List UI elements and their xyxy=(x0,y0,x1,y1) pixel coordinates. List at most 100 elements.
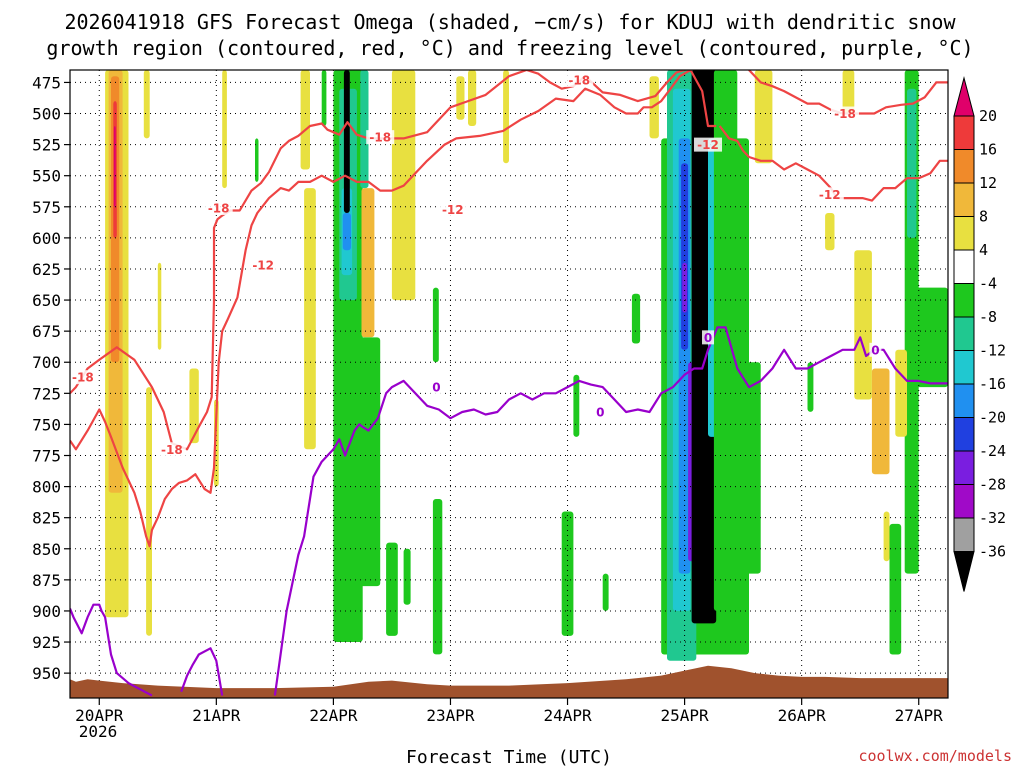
y-tick-label: 825 xyxy=(32,509,61,528)
y-tick-label: 875 xyxy=(32,571,61,590)
y-tick-label: 525 xyxy=(32,136,61,155)
contour-label: -18 xyxy=(208,202,230,216)
contour-label-bg xyxy=(249,258,278,273)
plot-area xyxy=(70,70,948,698)
credit-text: coolwx.com/models xyxy=(858,747,1012,765)
omega-patch xyxy=(889,523,902,655)
colorbar-swatch xyxy=(953,417,975,452)
omega-patch xyxy=(907,88,917,238)
colorbar-label: -12 xyxy=(979,342,1006,360)
x-year-label: 2026 xyxy=(79,722,118,741)
omega-patch xyxy=(143,70,150,139)
colorbar-label: -8 xyxy=(979,308,997,326)
colorbar-swatch xyxy=(953,149,975,184)
contour-label: -18 xyxy=(369,131,391,145)
contour-label: 0 xyxy=(596,405,604,419)
y-tick-label: 900 xyxy=(32,602,61,621)
omega-patch xyxy=(912,287,948,388)
y-tick-label: 650 xyxy=(32,291,61,310)
y-tick-label: 800 xyxy=(32,478,61,497)
omega-patch xyxy=(113,126,116,207)
colorbar-label: 8 xyxy=(979,208,988,226)
freezing-level-line xyxy=(180,647,224,696)
omega-patch xyxy=(807,362,814,412)
omega-patch xyxy=(854,250,872,400)
omega-patch xyxy=(561,511,574,636)
chart-title-line-2: growth region (contoured, red, °C) and f… xyxy=(46,36,973,60)
y-axis: 475 500 525 550 575 600 625 650 675 700 725 750 775 8… xyxy=(32,73,70,683)
x-axis-label: Forecast Time (UTC) xyxy=(406,747,612,768)
contour-label-bg xyxy=(594,404,607,419)
y-tick-label: 675 xyxy=(32,322,61,341)
contour-label: 0 xyxy=(704,331,712,345)
y-tick-label: 925 xyxy=(32,633,61,652)
x-tick-label: 26APR xyxy=(778,706,827,725)
colorbar-label: 4 xyxy=(979,241,988,259)
x-tick-label: 23APR xyxy=(426,706,475,725)
contour-label: -18 xyxy=(568,73,590,87)
colorbar-label: -16 xyxy=(979,375,1006,393)
x-axis: 20APR 21APR 22APR 23APR 24APR 25APR 26APR 27APR xyxy=(75,698,943,725)
omega-patch xyxy=(361,188,375,338)
contour-label-bg xyxy=(204,201,233,216)
omega-patch xyxy=(602,573,609,611)
contour-label-bg xyxy=(694,137,723,152)
y-tick-label: 600 xyxy=(32,229,61,248)
omega-patch xyxy=(300,70,310,170)
colorbar-swatch xyxy=(953,283,975,318)
contour-label: -12 xyxy=(442,203,464,217)
colorbar-swatch xyxy=(953,484,975,519)
omega-patch xyxy=(456,76,465,120)
contour-label: -18 xyxy=(834,107,856,121)
omega-patch xyxy=(343,70,350,213)
contour-label: 0 xyxy=(871,343,879,357)
colorbar-bottom-arrow xyxy=(953,551,975,592)
contour-label-bg xyxy=(702,330,715,345)
omega-patch xyxy=(871,368,890,475)
omega-patch xyxy=(681,163,689,350)
contour-label-bg xyxy=(438,202,467,217)
y-tick-label: 775 xyxy=(32,447,61,466)
omega-patch xyxy=(157,262,162,350)
y-tick-label: 575 xyxy=(32,198,61,217)
contour-label-bg xyxy=(815,187,844,202)
x-tick-label: 21APR xyxy=(192,706,241,725)
omega-patch xyxy=(360,70,369,189)
colorbar-swatch xyxy=(953,450,975,485)
contour-label-bg xyxy=(366,130,395,145)
y-tick-label: 500 xyxy=(32,105,61,124)
y-tick-label: 550 xyxy=(32,167,61,186)
x-tick-label: 24APR xyxy=(543,706,592,725)
omega-shading-layer xyxy=(105,70,948,661)
omega-patch xyxy=(743,362,761,574)
colorbar-swatch xyxy=(953,216,975,251)
contour-label: -12 xyxy=(819,188,841,202)
contour-label-bg xyxy=(70,370,97,385)
terrain-fill xyxy=(70,665,948,698)
omega-patch xyxy=(825,213,835,251)
isotherm-line-minus12 xyxy=(70,70,717,548)
x-tick-label: 20APR xyxy=(75,706,124,725)
colorbar-label: -36 xyxy=(979,543,1006,561)
omega-patch xyxy=(321,70,327,126)
y-tick-label: 725 xyxy=(32,384,61,403)
contour-label-layer: -18 -18 -18 -18 -18 -18 -12 -12 -12 -12 0 0 0 0 xyxy=(70,72,882,457)
omega-patch xyxy=(631,293,641,344)
omega-patch xyxy=(503,70,509,164)
omega-patch xyxy=(754,70,773,164)
contour-label-bg xyxy=(430,380,443,395)
omega-patch xyxy=(432,287,439,363)
colorbar-label: 16 xyxy=(979,141,997,159)
terrain-layer xyxy=(70,665,948,698)
colorbar-label: -20 xyxy=(979,409,1006,427)
colorbar-label: -4 xyxy=(979,275,997,293)
omega-patch xyxy=(468,70,477,126)
omega-patch xyxy=(342,213,351,251)
y-tick-label: 700 xyxy=(32,353,61,372)
contour-label-bg xyxy=(157,442,186,457)
colorbar-swatch xyxy=(953,182,975,217)
omega-patch xyxy=(573,374,580,437)
freezing-level-line xyxy=(70,603,153,697)
chart-title-line-1: 2026041918 GFS Forecast Omega (shaded, −… xyxy=(64,10,956,34)
